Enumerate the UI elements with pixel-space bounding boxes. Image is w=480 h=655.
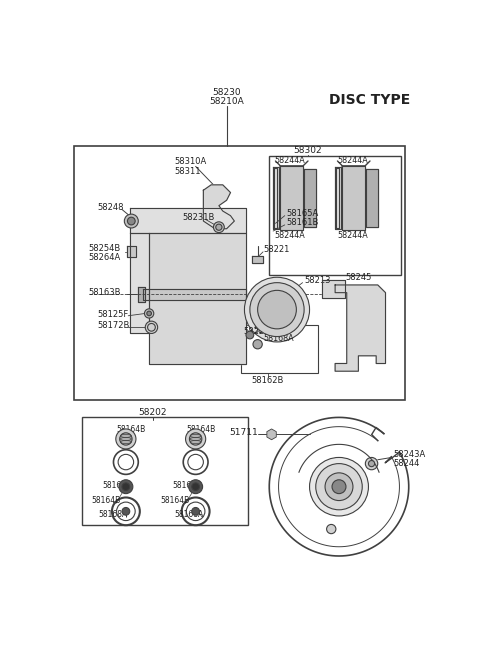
Text: 58243A: 58243A (393, 450, 425, 459)
Text: 58221: 58221 (263, 245, 289, 254)
Text: 58254B: 58254B (88, 244, 120, 252)
Text: 58244: 58244 (393, 459, 420, 468)
Circle shape (147, 311, 152, 316)
Circle shape (365, 457, 378, 470)
Circle shape (332, 479, 346, 494)
Circle shape (189, 479, 203, 494)
Text: 58164B: 58164B (172, 481, 202, 490)
Text: 58168A: 58168A (99, 510, 128, 519)
Polygon shape (252, 255, 263, 263)
Text: 58244A: 58244A (274, 231, 305, 240)
Text: 58222: 58222 (243, 327, 269, 335)
Polygon shape (137, 286, 145, 302)
Text: 58213: 58213 (304, 276, 331, 285)
Circle shape (116, 429, 136, 449)
Bar (269, 156, 401, 275)
Polygon shape (322, 280, 345, 298)
Text: 58231B: 58231B (182, 213, 215, 221)
Text: DISC TYPE: DISC TYPE (329, 93, 410, 107)
Circle shape (369, 460, 375, 466)
Text: 58244A: 58244A (337, 157, 368, 166)
Circle shape (253, 340, 262, 349)
Polygon shape (335, 167, 341, 229)
Text: 58244A: 58244A (337, 231, 368, 240)
Text: 58164B: 58164B (254, 326, 284, 335)
Circle shape (244, 277, 310, 342)
Text: 58210A: 58210A (209, 97, 244, 106)
Circle shape (325, 473, 353, 500)
Circle shape (258, 290, 296, 329)
Circle shape (127, 217, 135, 225)
Circle shape (310, 457, 369, 516)
Circle shape (145, 321, 157, 333)
Circle shape (192, 508, 200, 515)
Circle shape (120, 433, 132, 445)
Text: 58248: 58248 (97, 204, 124, 212)
Polygon shape (366, 170, 378, 227)
Bar (240, 325, 318, 373)
Text: 58125F: 58125F (97, 310, 129, 319)
Circle shape (250, 283, 304, 337)
Polygon shape (273, 167, 279, 229)
Polygon shape (130, 233, 149, 333)
Polygon shape (143, 289, 246, 299)
Text: 58164B: 58164B (103, 481, 132, 490)
Text: 58172B: 58172B (97, 320, 130, 329)
Text: 58302: 58302 (294, 145, 322, 155)
Circle shape (124, 214, 138, 228)
Text: 58162B: 58162B (252, 376, 284, 385)
Text: 58168A: 58168A (263, 334, 294, 343)
Polygon shape (149, 233, 246, 364)
Text: 58165A: 58165A (286, 209, 319, 218)
Circle shape (246, 331, 254, 339)
Circle shape (216, 224, 222, 231)
Circle shape (326, 525, 336, 534)
Polygon shape (127, 246, 136, 257)
Circle shape (214, 222, 224, 233)
Polygon shape (304, 170, 316, 227)
Text: 58310A: 58310A (175, 157, 207, 166)
Text: 58164B: 58164B (117, 425, 146, 434)
Text: 58230: 58230 (212, 88, 241, 97)
Polygon shape (342, 166, 365, 231)
Polygon shape (336, 168, 339, 228)
Circle shape (119, 479, 133, 494)
Text: 58244A: 58244A (274, 157, 305, 166)
Bar (74, 146, 405, 400)
Text: 58168A: 58168A (175, 510, 204, 519)
Text: 58161B: 58161B (286, 218, 319, 227)
Text: 58311: 58311 (175, 166, 201, 176)
Text: 58245: 58245 (345, 272, 372, 282)
Circle shape (122, 483, 130, 491)
Polygon shape (280, 166, 303, 231)
Polygon shape (204, 185, 234, 229)
Bar (82, 417, 248, 525)
Text: 58164B: 58164B (161, 496, 190, 505)
Circle shape (144, 309, 154, 318)
Circle shape (192, 483, 200, 491)
Text: 58264A: 58264A (88, 253, 120, 262)
Circle shape (186, 429, 206, 449)
Circle shape (316, 464, 362, 510)
Polygon shape (274, 168, 277, 228)
Text: 58164B: 58164B (91, 496, 120, 505)
Text: 58164B: 58164B (186, 425, 216, 434)
Polygon shape (335, 285, 385, 371)
Text: 51711: 51711 (229, 428, 258, 438)
Polygon shape (130, 208, 246, 233)
Circle shape (122, 508, 130, 515)
Text: 58163B: 58163B (88, 288, 120, 297)
Text: 58202: 58202 (139, 407, 167, 417)
Circle shape (190, 433, 202, 445)
